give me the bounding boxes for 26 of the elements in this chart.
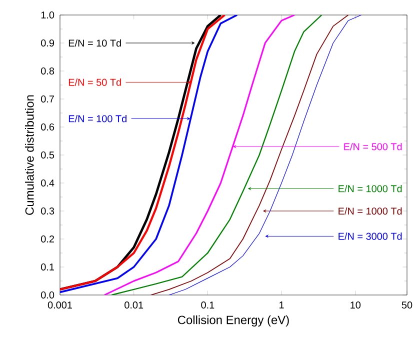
y-tick-label: 0.1: [41, 263, 54, 271]
y-tick-label: 0.4: [41, 179, 54, 187]
x-tick-label: 1: [280, 302, 284, 308]
annotation: E/N = 1000 Td: [338, 207, 402, 215]
x-axis-title: Collision Energy (eV): [178, 315, 289, 327]
annotation: E/N = 50 Td: [68, 78, 121, 86]
annotation: E/N = 1000 Td: [338, 184, 402, 192]
annotation: E/N = 10 Td: [68, 39, 121, 47]
y-axis-title: Cumulative distribution: [25, 95, 34, 215]
annotation: E/N = 100 Td: [68, 114, 126, 122]
y-tick-label: 0.9: [41, 39, 54, 47]
x-tick-label: 0.001: [48, 302, 72, 309]
y-tick-label: 0.2: [41, 235, 54, 243]
y-tick-label: 1.0: [41, 11, 54, 19]
y-tick-label: 0.6: [41, 123, 54, 131]
y-tick-label: 0.8: [41, 67, 54, 75]
y-tick-label: 0.0: [41, 291, 54, 299]
x-tick-label: 10: [350, 302, 361, 309]
x-tick-label: 0.1: [201, 302, 214, 309]
x-tick-label: 0.01: [124, 302, 144, 309]
annotation: E/N = 500 Td: [344, 142, 402, 150]
y-tick-label: 0.3: [41, 207, 54, 215]
annotation: E/N = 3000 Td: [338, 232, 402, 240]
y-tick-label: 0.5: [41, 151, 54, 159]
y-tick-label: 0.7: [41, 95, 54, 103]
x-tick-label: 50: [402, 302, 412, 309]
